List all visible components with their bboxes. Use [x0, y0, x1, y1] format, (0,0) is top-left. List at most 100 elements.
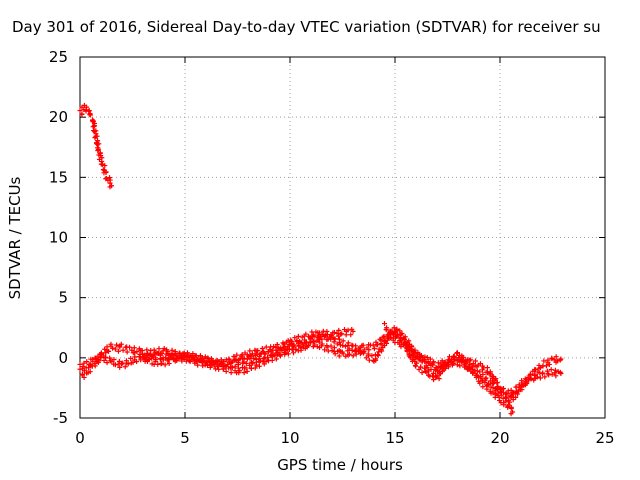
data-point — [472, 368, 478, 374]
data-point — [398, 335, 404, 341]
data-point — [200, 358, 206, 364]
data-point — [259, 346, 265, 352]
data-point — [189, 354, 195, 360]
data-point — [175, 354, 181, 360]
data-point — [508, 404, 514, 410]
data-point — [114, 342, 120, 348]
data-point — [202, 354, 208, 360]
data-point — [116, 358, 122, 364]
data-point — [247, 362, 253, 368]
data-point — [90, 117, 96, 123]
data-point — [106, 348, 112, 354]
data-point — [91, 123, 97, 129]
data-point — [470, 370, 476, 376]
data-point — [122, 364, 128, 370]
data-point — [546, 361, 552, 367]
data-point — [418, 364, 424, 370]
data-point — [418, 353, 424, 359]
y-tick-label: -5 — [53, 409, 68, 427]
data-point — [108, 341, 114, 347]
data-point — [458, 356, 464, 362]
data-point — [526, 377, 532, 383]
data-point — [310, 332, 316, 338]
data-point — [490, 373, 496, 379]
data-point — [132, 354, 138, 360]
data-point — [439, 358, 445, 364]
data-point — [397, 328, 403, 334]
data-point — [169, 347, 175, 353]
data-point — [445, 364, 451, 370]
data-point — [80, 364, 86, 370]
data-point — [153, 358, 159, 364]
data-point — [361, 349, 367, 355]
data-point — [484, 365, 490, 371]
data-point — [407, 348, 413, 354]
data-point — [172, 349, 178, 355]
chart-title: Day 301 of 2016, Sidereal Day-to-day VTE… — [12, 18, 601, 36]
data-point — [464, 359, 470, 365]
data-point — [305, 343, 311, 349]
data-point — [427, 356, 433, 362]
data-point — [378, 341, 384, 347]
data-point — [488, 384, 494, 390]
data-point — [394, 327, 400, 333]
data-point — [552, 367, 558, 373]
data-point — [448, 358, 454, 364]
data-point — [331, 329, 337, 335]
data-point — [219, 362, 225, 368]
data-point — [117, 344, 123, 350]
data-point — [513, 394, 519, 400]
data-point — [290, 350, 296, 356]
data-point — [558, 356, 564, 362]
data-point — [475, 374, 481, 380]
data-point — [390, 330, 396, 336]
data-point — [366, 347, 372, 353]
data-point — [330, 335, 336, 341]
data-point — [127, 344, 133, 350]
data-point — [523, 380, 529, 386]
data-point — [128, 355, 134, 361]
data-point — [485, 382, 491, 388]
data-point — [252, 352, 258, 358]
data-point — [332, 351, 338, 357]
data-point — [402, 334, 408, 340]
data-point — [294, 337, 300, 343]
data-point — [111, 356, 117, 362]
data-point — [392, 335, 398, 341]
data-point — [442, 365, 448, 371]
data-point — [545, 357, 551, 363]
data-point — [268, 349, 274, 355]
data-point — [83, 365, 89, 371]
data-point — [250, 360, 256, 366]
data-point — [331, 345, 337, 351]
data-point — [80, 371, 86, 377]
data-point — [99, 155, 105, 161]
data-point — [415, 350, 421, 356]
data-point — [316, 337, 322, 343]
data-point — [228, 359, 234, 365]
data-point — [336, 327, 342, 333]
data-point — [222, 363, 228, 369]
data-point — [241, 370, 247, 376]
data-point — [213, 358, 219, 364]
data-point — [318, 334, 324, 340]
data-point — [470, 364, 476, 370]
data-point — [160, 357, 166, 363]
data-point — [468, 357, 474, 363]
data-point — [445, 359, 451, 365]
data-point — [100, 167, 106, 173]
data-point — [511, 390, 517, 396]
data-point — [348, 332, 354, 338]
data-point — [342, 343, 348, 349]
data-point — [543, 363, 549, 369]
data-point — [436, 376, 442, 382]
data-point — [452, 356, 458, 362]
data-point — [104, 360, 110, 366]
data-point — [403, 342, 409, 348]
data-point — [147, 351, 153, 357]
data-point — [375, 352, 381, 358]
data-point — [416, 356, 422, 362]
data-point — [454, 350, 460, 356]
data-point — [244, 368, 250, 374]
data-point — [171, 352, 177, 358]
